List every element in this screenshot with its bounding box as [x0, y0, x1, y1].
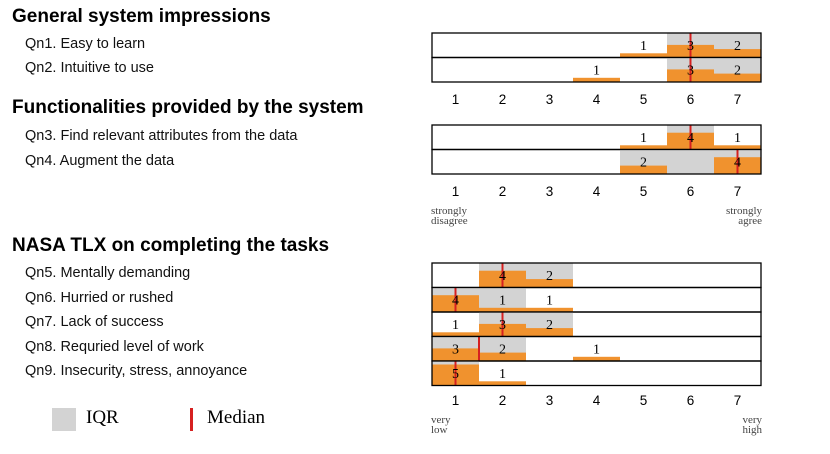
question-label-qn2: Qn2. Intuitive to use [25, 60, 154, 76]
count-label: 5 [452, 367, 459, 382]
tick-label: 2 [499, 184, 507, 199]
bar-q4-1 [432, 348, 479, 361]
bar-q2-2 [479, 307, 526, 312]
axis-end-label-low: strongly [431, 205, 468, 217]
section-title-nasa-tlx: NASA TLX on completing the tasks [12, 235, 330, 256]
bar-q1-5 [620, 53, 667, 58]
count-label: 3 [687, 64, 694, 79]
count-label: 1 [593, 343, 600, 358]
bar-q4-4 [573, 356, 620, 361]
legend-median-label: Median [207, 407, 266, 428]
bar-q3-1 [432, 332, 479, 337]
count-label: 2 [499, 343, 506, 358]
bar-q1-5 [620, 145, 667, 150]
bar-q2-7 [714, 73, 761, 82]
tick-label: 5 [640, 184, 648, 199]
axis-end-label-low: very [431, 414, 451, 426]
axis-end-label-high: agree [738, 215, 762, 227]
bar-q1-3 [526, 279, 573, 288]
tick-label: 7 [734, 184, 742, 199]
row-frame [431, 56, 762, 83]
tick-label: 4 [593, 92, 601, 107]
axis-end-label-low: disagree [431, 215, 468, 227]
tick-label: 4 [593, 184, 601, 199]
bar-q1-7 [714, 145, 761, 150]
section-title-general: General system impressions [12, 6, 271, 27]
count-label: 2 [546, 269, 553, 284]
count-label: 1 [640, 131, 647, 146]
count-label: 2 [640, 156, 647, 171]
tick-label: 3 [546, 184, 554, 199]
tick-label: 2 [499, 92, 507, 107]
count-label: 2 [734, 39, 741, 54]
question-label-qn5: Qn5. Mentally demanding [25, 265, 191, 281]
count-label: 1 [593, 64, 600, 79]
question-label-qn7: Qn7. Lack of success [25, 314, 164, 330]
question-label-qn1: Qn1. Easy to learn [25, 36, 146, 52]
count-label: 1 [499, 367, 506, 382]
count-label: 4 [499, 269, 506, 284]
tick-label: 4 [593, 393, 601, 408]
count-label: 2 [546, 318, 553, 333]
bar-q4-2 [479, 352, 526, 361]
tick-label: 6 [687, 92, 695, 107]
bar-q2-4 [573, 77, 620, 82]
count-label: 1 [452, 318, 459, 333]
tick-label: 6 [687, 184, 695, 199]
bar-q5-2 [479, 381, 526, 386]
legend-iqr-swatch [52, 408, 76, 431]
tick-label: 2 [499, 393, 507, 408]
count-label: 1 [546, 294, 553, 309]
axis-end-label-low: low [431, 424, 448, 436]
tick-label: 7 [734, 92, 742, 107]
tick-label: 3 [546, 393, 554, 408]
question-label-qn4: Qn4. Augment the data [25, 153, 175, 169]
tick-label: 7 [734, 393, 742, 408]
legend-median-swatch [190, 408, 193, 431]
bar-q2-3 [526, 307, 573, 312]
question-label-qn6: Qn6. Hurried or rushed [25, 290, 174, 306]
question-label-qn9: Qn9. Insecurity, stress, annoyance [25, 363, 248, 379]
axis-end-label-high: high [742, 424, 762, 436]
count-label: 4 [452, 294, 459, 309]
section-title-functionalities: Functionalities provided by the system [12, 97, 364, 118]
tick-label: 6 [687, 393, 695, 408]
bar-q2-5 [620, 165, 667, 174]
tick-label: 5 [640, 393, 648, 408]
row-frame [431, 148, 762, 175]
tick-label: 5 [640, 92, 648, 107]
tick-label: 1 [452, 92, 460, 107]
count-label: 4 [734, 156, 741, 171]
bar-q1-7 [714, 49, 761, 58]
row-frame [431, 360, 762, 387]
count-label: 1 [640, 39, 647, 54]
question-label-qn8: Qn8. Requried level of work [25, 339, 204, 355]
count-label: 3 [499, 318, 506, 333]
count-label: 3 [687, 39, 694, 54]
axis-end-label-high: strongly [726, 205, 763, 217]
axis-end-label-high: very [742, 414, 762, 426]
bar-q3-3 [526, 328, 573, 337]
question-label-qn3: Qn3. Find relevant attributes from the d… [25, 128, 298, 144]
count-label: 2 [734, 64, 741, 79]
legend-iqr-label: IQR [86, 407, 119, 428]
count-label: 1 [734, 131, 741, 146]
count-label: 3 [452, 343, 459, 358]
count-label: 1 [499, 294, 506, 309]
count-label: 4 [687, 131, 694, 146]
tick-label: 3 [546, 92, 554, 107]
tick-label: 1 [452, 393, 460, 408]
tick-label: 1 [452, 184, 460, 199]
